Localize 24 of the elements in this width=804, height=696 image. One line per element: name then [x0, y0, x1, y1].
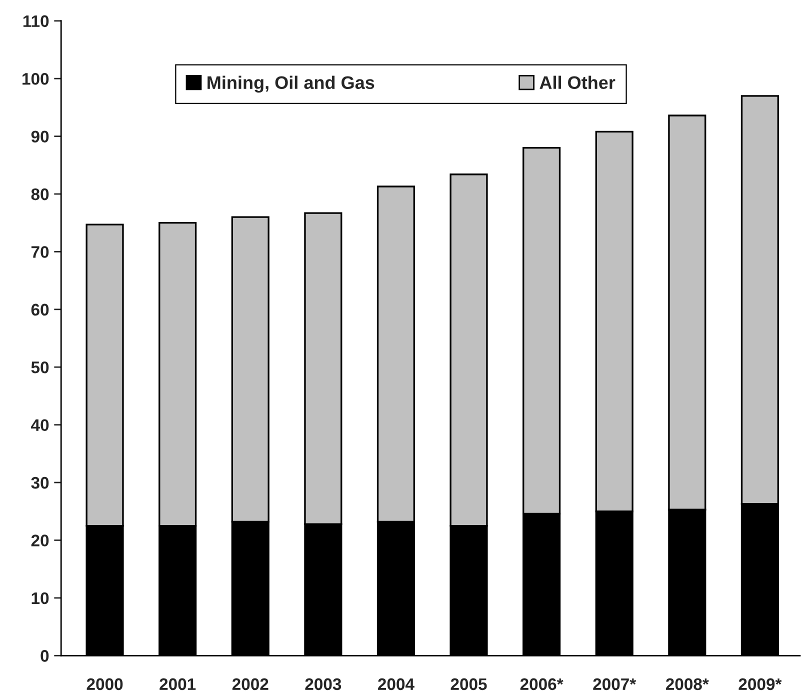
y-tick-label: 30: [31, 476, 49, 489]
y-tick-label: 50: [31, 362, 49, 374]
x-tick-label: 2002: [232, 678, 268, 690]
x-tick-label: 2005: [450, 678, 487, 690]
legend-label: All Other: [540, 76, 616, 90]
y-tick-label: 100: [22, 72, 49, 85]
y-tick-label: 20: [31, 534, 49, 546]
y-tick-label: 60: [31, 304, 49, 316]
legend-label: Mining, Oil and Gas: [208, 76, 374, 93]
x-tick-label: 2004: [378, 678, 414, 690]
y-tick-label: 80: [31, 188, 49, 200]
x-tick-label: 2003: [305, 678, 342, 690]
y-tick-label: 70: [31, 246, 49, 258]
x-tick-label: 2000: [86, 678, 123, 690]
y-tick-label: 110: [23, 15, 49, 28]
y-tick-label: 10: [32, 592, 49, 604]
y-tick-label: 0: [40, 650, 49, 662]
x-tick-label: 2006*: [520, 678, 564, 690]
y-tick-label: 40: [31, 419, 49, 432]
x-tick-label: 2007*: [593, 678, 636, 690]
x-tick-label: 2009*: [738, 678, 782, 690]
y-tick-label: 90: [31, 130, 49, 142]
x-tick-label: 2001: [160, 678, 196, 690]
x-tick-label: 2008*: [666, 678, 709, 690]
